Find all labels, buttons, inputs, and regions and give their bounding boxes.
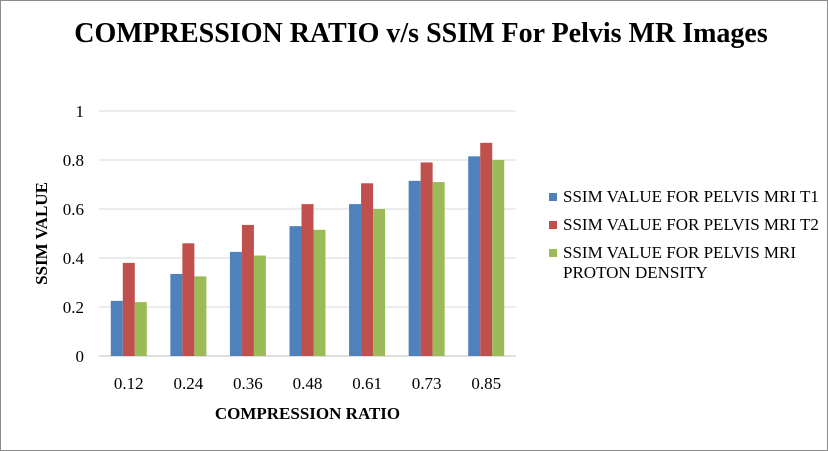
legend-label: SSIM VALUE FOR PELVIS MRI T1 bbox=[563, 187, 819, 206]
bar bbox=[349, 204, 362, 356]
bar bbox=[492, 160, 505, 356]
legend-label: SSIM VALUE FOR PELVIS MRI PROTON DENSITY bbox=[563, 243, 797, 282]
bar bbox=[289, 226, 302, 356]
y-tick-label: 0.2 bbox=[63, 298, 84, 317]
legend-swatch bbox=[549, 249, 557, 257]
bar bbox=[361, 183, 374, 356]
x-axis-title: COMPRESSION RATIO bbox=[215, 404, 400, 423]
bar bbox=[313, 229, 326, 356]
x-tick-label: 0.36 bbox=[233, 374, 263, 393]
bar bbox=[170, 273, 183, 356]
bar bbox=[468, 156, 481, 356]
bar bbox=[122, 262, 135, 356]
chart-title: COMPRESSION RATIO v/s SSIM For Pelvis MR… bbox=[74, 18, 768, 49]
legend-item: SSIM VALUE FOR PELVIS MRI PROTON DENSITY bbox=[549, 243, 819, 283]
legend-item: SSIM VALUE FOR PELVIS MRI T2 bbox=[549, 215, 819, 235]
x-tick-label: 0.85 bbox=[471, 374, 501, 393]
x-tick-label: 0.12 bbox=[114, 374, 144, 393]
bar bbox=[373, 209, 386, 356]
bar bbox=[480, 142, 493, 356]
bar bbox=[194, 276, 207, 356]
bar bbox=[301, 204, 314, 356]
bar bbox=[253, 255, 266, 356]
x-tick-label: 0.24 bbox=[173, 374, 203, 393]
legend-item: SSIM VALUE FOR PELVIS MRI T1 bbox=[549, 187, 819, 207]
bar bbox=[241, 224, 254, 356]
bar bbox=[134, 302, 147, 356]
y-tick-label: 0.8 bbox=[63, 151, 84, 170]
bar bbox=[182, 243, 195, 356]
bar bbox=[408, 180, 421, 356]
x-tick-label: 0.48 bbox=[293, 374, 323, 393]
bar bbox=[110, 300, 123, 356]
legend-label: SSIM VALUE FOR PELVIS MRI T2 bbox=[563, 215, 819, 234]
legend-swatch bbox=[549, 193, 557, 201]
y-tick-label: 1 bbox=[76, 102, 85, 121]
bar bbox=[420, 162, 433, 356]
y-tick-label: 0.6 bbox=[63, 200, 84, 219]
bar bbox=[432, 182, 445, 356]
x-tick-label: 0.61 bbox=[352, 374, 382, 393]
bar bbox=[229, 251, 242, 356]
y-axis-title: SSIM VALUE bbox=[32, 182, 51, 285]
legend-swatch bbox=[549, 221, 557, 229]
chart-legend: SSIM VALUE FOR PELVIS MRI T1 SSIM VALUE F… bbox=[549, 187, 819, 291]
y-tick-label: 0.4 bbox=[63, 249, 85, 268]
y-tick-label: 0 bbox=[76, 347, 85, 366]
x-tick-label: 0.73 bbox=[412, 374, 442, 393]
